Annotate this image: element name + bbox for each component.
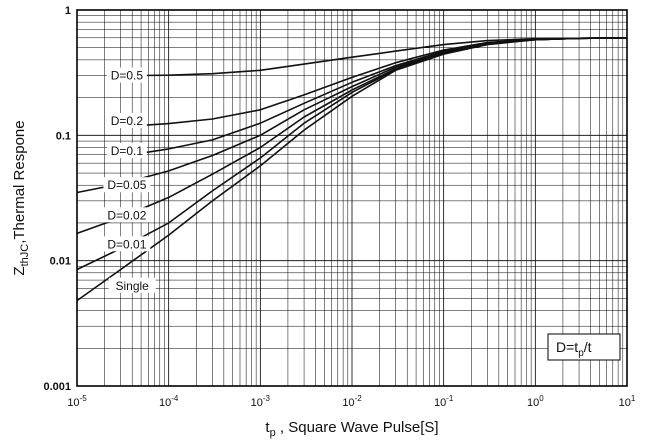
series-label-bg-0: [106, 67, 147, 83]
x-tick-exp: -2: [355, 394, 363, 403]
x-tick-exp: -1: [446, 394, 454, 403]
y-tick-labels: 0.001 0.01 0.1 1: [43, 5, 71, 393]
x-tick-base: 10: [342, 397, 354, 409]
x-tick-label-4: 10-1: [434, 394, 454, 409]
x-axis-title-main: t: [265, 419, 270, 436]
series-label-3: D=0.05: [107, 178, 146, 192]
series-label-bg-1: [106, 113, 147, 129]
x-tick-label-6: 101: [619, 394, 636, 409]
x-axis-title-rest: , Square Wave Pulse[S]: [276, 419, 439, 436]
y-axis-title: ZthJC,Thermal Respone: [11, 120, 31, 275]
y-tick-label-0: 0.001: [43, 381, 71, 393]
series-label-6: Single: [116, 279, 150, 293]
annotation-text: D=tp/t: [556, 339, 592, 359]
annotation-sub: p: [578, 348, 584, 359]
x-tick-base: 10: [619, 397, 631, 409]
x-tick-base: 10: [67, 397, 79, 409]
plot-frame: [76, 9, 628, 387]
series-label-bg-5: [103, 236, 151, 252]
y-axis-title-sub: thJC: [19, 244, 31, 267]
x-tick-base: 10: [251, 397, 263, 409]
x-tick-exp: -3: [263, 394, 271, 403]
x-tick-exp: -5: [80, 394, 88, 403]
x-tick-label-0: 10-5: [67, 394, 87, 409]
x-tick-exp: -4: [171, 394, 179, 403]
series-line-6: [76, 37, 628, 302]
series-label-2: D=0.1: [111, 144, 144, 158]
x-tick-exp: 1: [631, 394, 636, 403]
x-tick-base: 10: [159, 397, 171, 409]
x-tick-base: 10: [434, 397, 446, 409]
x-tick-label-1: 10-4: [159, 394, 179, 409]
x-tick-label-2: 10-3: [251, 394, 271, 409]
y-axis-title-main: Z: [11, 266, 28, 275]
series-label-bg-2: [106, 142, 147, 158]
series-label-1: D=0.2: [111, 114, 144, 128]
y-tick-label-2: 0.1: [56, 130, 71, 142]
x-tick-exp: 0: [539, 394, 544, 403]
series-label-0: D=0.5: [111, 69, 144, 83]
x-tick-label-3: 10-2: [342, 394, 362, 409]
annotation-main: D=t: [556, 339, 578, 355]
x-axis-title-sub: p: [270, 427, 276, 439]
duty-cycle-annotation: D=tp/t: [547, 333, 621, 361]
grid-lines: [76, 10, 627, 387]
annotation-rest: /t: [584, 339, 592, 355]
x-axis-title: tp , Square Wave Pulse[S]: [265, 419, 438, 439]
series-lines: [76, 37, 628, 302]
x-tick-label-5: 100: [527, 394, 544, 409]
series-label-bg-3: [103, 177, 151, 193]
y-tick-label-1: 0.01: [50, 256, 71, 268]
series-label-4: D=0.02: [107, 208, 146, 222]
series-label-5: D=0.01: [107, 237, 146, 251]
annotation-box: [547, 333, 621, 361]
y-tick-label-3: 1: [65, 5, 71, 17]
x-tick-base: 10: [527, 397, 539, 409]
series-labels: D=0.5 D=0.2 D=0.1 D=0.05 D=0.02 D=0.01 Single: [103, 67, 156, 293]
x-tick-labels: 10-5 10-4 10-3 10-2 10-1 100 101: [67, 394, 636, 409]
series-label-bg-6: [108, 277, 156, 293]
series-label-bg-4: [103, 207, 151, 223]
y-axis-title-rest: ,Thermal Respone: [11, 120, 28, 243]
